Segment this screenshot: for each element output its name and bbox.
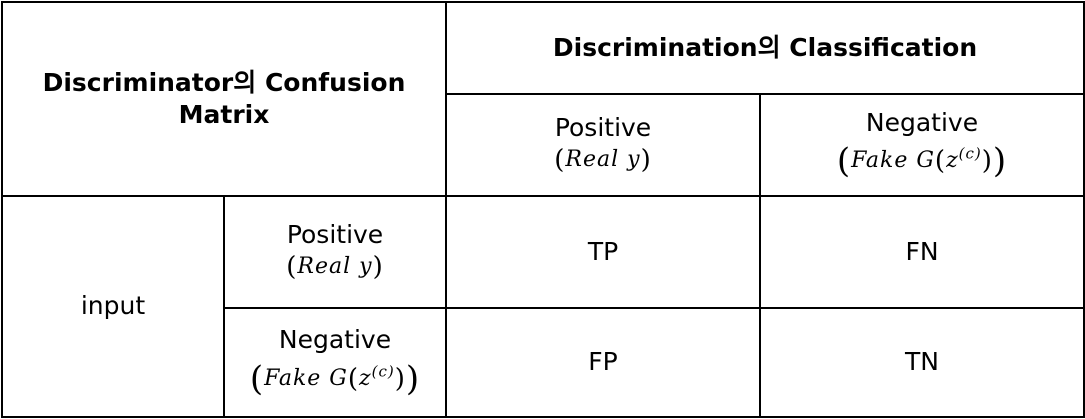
column-header-negative-label: Negative (865, 107, 979, 137)
cell-tn-value: TN (905, 347, 939, 377)
row-group-label-cell: input (1, 195, 225, 418)
header-row-2: Positive (Real y) Negative (Fake G(z(c))… (2, 93, 1085, 197)
column-header-positive-label: Positive (554, 112, 652, 142)
body-row-positive: input Positive (Real y) TP FN (1, 195, 1085, 418)
body-row-negative: Negative (Fake G(z(c))) FP TN (2, 307, 1085, 418)
cell-fp: FP (445, 307, 761, 418)
classification-header-title: Discrimination의 Classification (552, 32, 978, 62)
column-header-positive: Positive (Real y) (445, 93, 761, 197)
column-header-negative: Negative (Fake G(z(c))) (758, 93, 1085, 197)
cell-fn: FN (758, 195, 1085, 309)
row-group-label: input (80, 291, 146, 321)
row-header-negative: Negative (Fake G(z(c))) (223, 307, 447, 418)
cell-fp-value: FP (588, 347, 618, 377)
cell-tn: TN (758, 307, 1085, 418)
row-header-positive-formula: (Real y) (286, 252, 384, 283)
classification-header-cell: Discrimination의 Classification (444, 1, 1085, 95)
row-header-positive-label: Positive (286, 219, 384, 249)
corner-header-cell: Discriminator의 Confusion Matrix (1, 1, 447, 197)
corner-header-title: Discriminator의 Confusion Matrix (42, 67, 406, 130)
column-header-positive-formula: (Real y) (554, 145, 652, 176)
row-header-negative-label: Negative (278, 325, 392, 355)
cell-tp-value: TP (587, 236, 619, 266)
cell-fn-value: FN (905, 236, 939, 266)
header-row-1: Discriminator의 Confusion Matrix Discrimi… (1, 1, 1085, 197)
column-header-negative-formula: (Fake G(z(c))) (836, 141, 1008, 182)
cell-tp: TP (445, 195, 761, 309)
row-header-positive: Positive (Real y) (223, 195, 447, 309)
row-header-negative-formula: (Fake G(z(c))) (249, 358, 421, 399)
